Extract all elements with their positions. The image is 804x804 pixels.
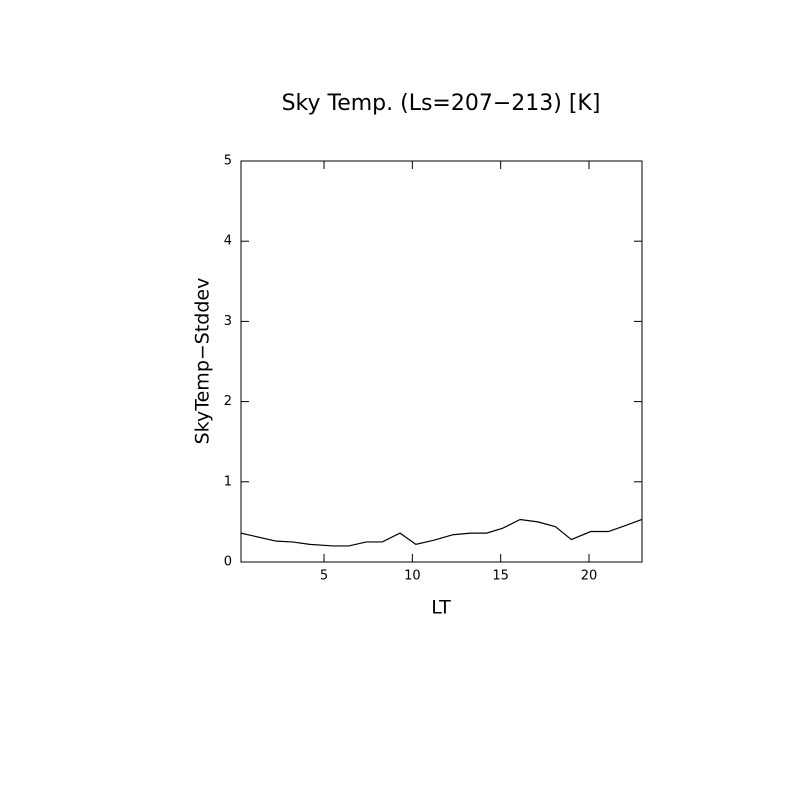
x-tick-label: 15	[492, 569, 509, 584]
y-tick-label: 3	[224, 314, 232, 329]
x-tick-label: 10	[404, 569, 421, 584]
y-tick-label: 5	[224, 154, 232, 169]
y-tick-label: 0	[224, 555, 232, 570]
y-tick-label: 1	[224, 474, 232, 489]
plot-frame	[240, 160, 643, 563]
data-line	[240, 518, 643, 547]
y-tick-label: 4	[224, 234, 232, 249]
y-tick-label: 2	[224, 394, 232, 409]
x-tick-label: 5	[320, 569, 328, 584]
x-axis-label: LT	[431, 597, 451, 619]
chart-title: Sky Temp. (Ls=207−213) [K]	[282, 91, 601, 116]
y-axis-label: SkyTemp−Stddev	[192, 278, 214, 445]
x-tick-label: 20	[581, 569, 598, 584]
